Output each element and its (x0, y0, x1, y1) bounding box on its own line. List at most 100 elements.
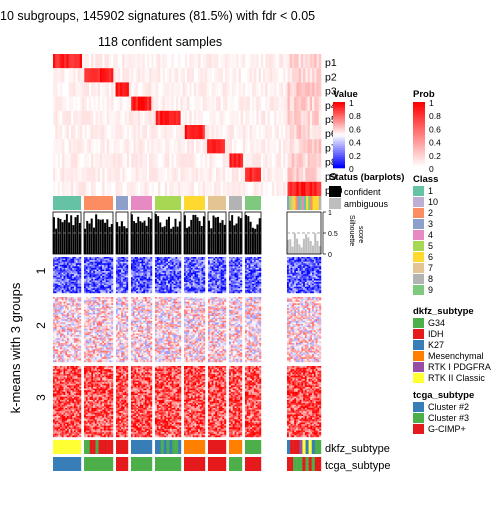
heatmap-cell (65, 330, 67, 332)
heatmap-cell (136, 257, 138, 259)
heatmap-cell (245, 268, 247, 270)
heatmap-cell (86, 307, 88, 309)
heatmap-cell (238, 273, 240, 275)
heatmap-cell (140, 284, 142, 286)
heatmap-cell (55, 337, 57, 339)
heatmap-cell (308, 279, 310, 281)
heatmap-cell (67, 338, 69, 340)
heatmap-cell (254, 262, 256, 264)
heatmap-cell (97, 274, 99, 276)
heatmap-cell (195, 265, 197, 267)
heatmap-cell (235, 257, 237, 259)
prob-cell (285, 125, 288, 139)
prob-cell (180, 68, 183, 82)
heatmap-cell (319, 284, 321, 286)
heatmap-cell (69, 322, 71, 324)
heatmap-cell (89, 318, 91, 320)
heatmap-cell (303, 291, 305, 293)
silhouette-bar (55, 229, 57, 254)
prob-cell (232, 182, 235, 196)
silhouette-bar (195, 215, 197, 254)
prob-cell (118, 125, 121, 139)
prob-cell (274, 139, 277, 153)
heatmap-cell (108, 308, 110, 310)
heatmap-cell (174, 280, 176, 282)
heatmap-cell (72, 330, 74, 332)
prob-cell (290, 68, 293, 82)
heatmap-cell (64, 303, 66, 305)
prob-cell (183, 125, 186, 139)
heatmap-cell (88, 285, 90, 287)
silhouette-bar (172, 227, 174, 254)
heatmap-cell (57, 307, 59, 309)
prob-cell (198, 54, 201, 68)
silhouette-bar (118, 226, 120, 254)
heatmap-cell (106, 335, 108, 337)
prob-cell (234, 182, 237, 196)
heatmap-cell (193, 287, 195, 289)
heatmap-cell (145, 280, 147, 282)
heatmap-cell (312, 287, 314, 289)
heatmap-cell (72, 322, 74, 324)
heatmap-cell (99, 324, 101, 326)
heatmap-cell (67, 321, 69, 323)
prob-cell (136, 168, 139, 182)
heatmap-cell (119, 263, 121, 265)
heatmap-cell (166, 270, 168, 272)
prob-cell (138, 68, 141, 82)
heatmap-cell (254, 270, 256, 272)
heatmap-cell (314, 271, 316, 273)
prob-cell (183, 153, 186, 167)
heatmap-cell (245, 274, 247, 276)
heatmap-cell (314, 282, 316, 284)
prob-cell (270, 97, 273, 111)
heatmap-cell (145, 270, 147, 272)
heatmap-cell (256, 287, 258, 289)
heatmap-cell (231, 287, 233, 289)
prob-cell (265, 125, 268, 139)
heatmap-cell (133, 276, 135, 278)
heatmap-cell (147, 276, 149, 278)
heatmap-cell (166, 287, 168, 289)
heatmap-cell (215, 257, 217, 259)
heatmap-cell (69, 271, 71, 273)
heatmap-cell (62, 326, 64, 328)
heatmap-cell (296, 268, 298, 270)
heatmap-cell (62, 257, 64, 259)
prob-cell (200, 82, 203, 96)
heatmap-cell (308, 276, 310, 278)
heatmap-cell (79, 337, 81, 339)
heatmap-cell (166, 291, 168, 293)
heatmap-cell (126, 276, 128, 278)
heatmap-cell (109, 322, 111, 324)
heatmap-cell (62, 307, 64, 309)
heatmap-cell (118, 290, 120, 292)
heatmap-cell (292, 268, 294, 270)
heatmap-cell (104, 303, 106, 305)
heatmap-cell (88, 257, 90, 259)
heatmap-cell (170, 290, 172, 292)
heatmap-cell (53, 316, 55, 318)
heatmap-cell (84, 314, 86, 316)
heatmap-cell (53, 288, 55, 290)
prob-cell (82, 68, 85, 82)
prob-cell (272, 139, 275, 153)
heatmap-cell (224, 277, 226, 279)
heatmap-cell (164, 290, 166, 292)
heatmap-cell (210, 291, 212, 293)
heatmap-cell (249, 279, 251, 281)
heatmap-cell (57, 260, 59, 262)
silhouette-bar (77, 215, 79, 254)
heatmap-cell (64, 259, 66, 261)
prob-cell (270, 68, 273, 82)
heatmap-cell (298, 265, 300, 267)
heatmap-cell (247, 271, 249, 273)
heatmap-cell (74, 356, 76, 358)
heatmap-cell (222, 280, 224, 282)
heatmap-cell (249, 257, 251, 259)
heatmap-cell (131, 285, 133, 287)
heatmap-cell (219, 262, 221, 264)
heatmap-cell (53, 356, 55, 358)
heatmap-cell (189, 263, 191, 265)
heatmap-cell (84, 332, 86, 334)
